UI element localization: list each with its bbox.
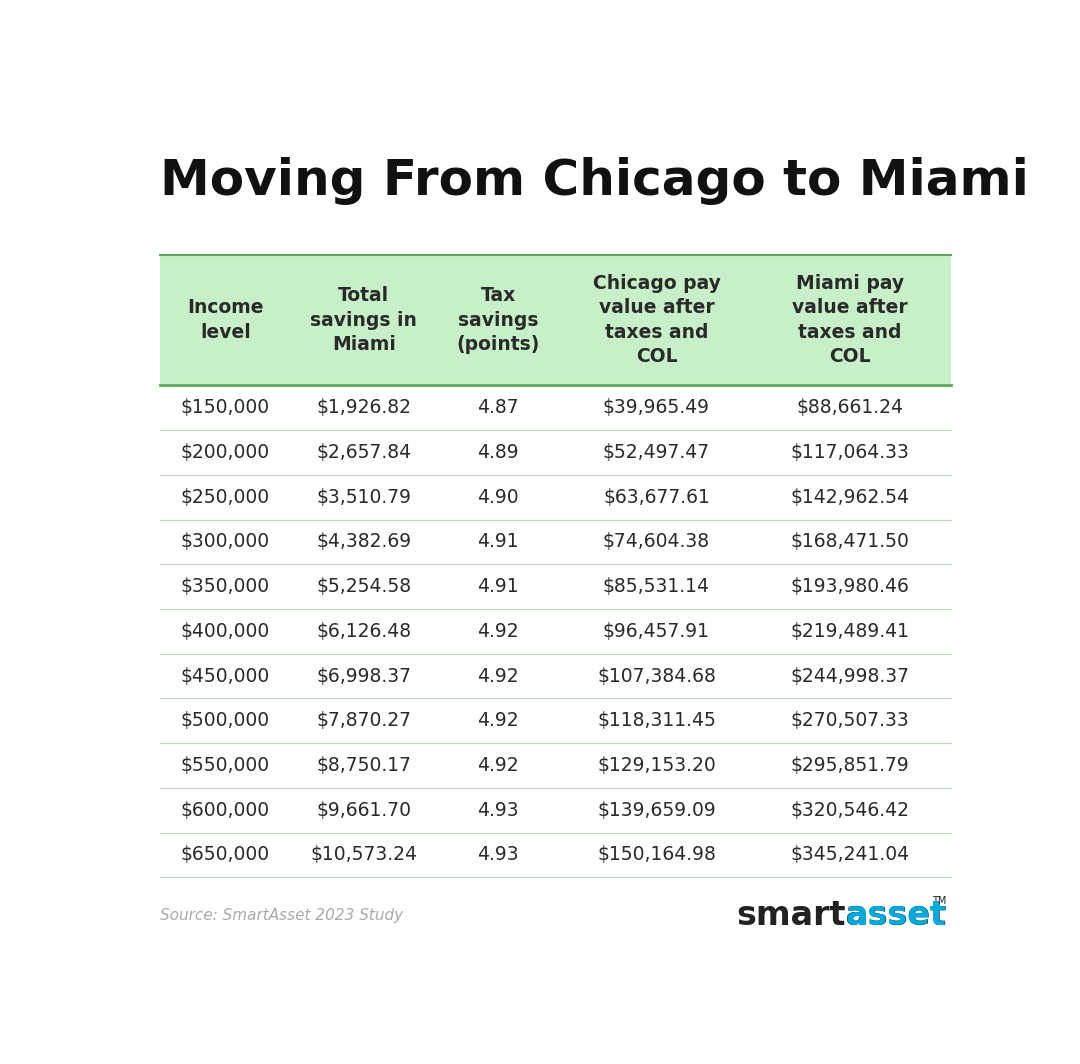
- Text: $219,489.41: $219,489.41: [791, 621, 909, 641]
- Text: $250,000: $250,000: [180, 487, 270, 506]
- Text: $193,980.46: $193,980.46: [791, 577, 909, 596]
- Text: $6,126.48: $6,126.48: [316, 621, 411, 641]
- Text: asset: asset: [846, 899, 947, 932]
- Text: $295,851.79: $295,851.79: [791, 757, 909, 775]
- Text: Moving From Chicago to Miami: Moving From Chicago to Miami: [160, 156, 1029, 205]
- Text: $350,000: $350,000: [180, 577, 270, 596]
- Text: 4.90: 4.90: [477, 487, 519, 506]
- Text: $345,241.04: $345,241.04: [791, 846, 909, 864]
- Text: $5,254.58: $5,254.58: [316, 577, 411, 596]
- Text: $450,000: $450,000: [180, 666, 270, 685]
- Text: $270,507.33: $270,507.33: [791, 712, 909, 730]
- Text: $150,000: $150,000: [180, 398, 270, 417]
- Bar: [160, 385, 951, 878]
- Text: $550,000: $550,000: [180, 757, 270, 775]
- Text: $4,382.69: $4,382.69: [316, 532, 411, 551]
- Text: $96,457.91: $96,457.91: [603, 621, 710, 641]
- Text: $400,000: $400,000: [180, 621, 270, 641]
- Bar: [160, 254, 951, 385]
- Text: Income
level: Income level: [187, 298, 264, 342]
- Text: 4.91: 4.91: [477, 577, 519, 596]
- Text: $300,000: $300,000: [180, 532, 270, 551]
- Text: Chicago pay
value after
taxes and
COL: Chicago pay value after taxes and COL: [593, 275, 720, 366]
- Text: $74,604.38: $74,604.38: [603, 532, 710, 551]
- Text: $88,661.24: $88,661.24: [797, 398, 904, 417]
- Text: $107,384.68: $107,384.68: [597, 666, 716, 685]
- Text: $500,000: $500,000: [180, 712, 270, 730]
- Text: 4.87: 4.87: [477, 398, 519, 417]
- Text: TM: TM: [932, 896, 947, 907]
- Text: Miami pay
value after
taxes and
COL: Miami pay value after taxes and COL: [793, 275, 908, 366]
- Text: $8,750.17: $8,750.17: [316, 757, 411, 775]
- Text: 4.93: 4.93: [477, 801, 519, 819]
- Text: $168,471.50: $168,471.50: [791, 532, 909, 551]
- Text: 4.91: 4.91: [477, 532, 519, 551]
- Text: $10,573.24: $10,573.24: [310, 846, 417, 864]
- Text: 4.93: 4.93: [477, 846, 519, 864]
- Text: $52,497.47: $52,497.47: [603, 443, 710, 462]
- Text: 4.92: 4.92: [477, 712, 519, 730]
- Text: $6,998.37: $6,998.37: [316, 666, 411, 685]
- Text: Total
savings in
Miami: Total savings in Miami: [310, 286, 417, 354]
- Text: Tax
savings
(points): Tax savings (points): [457, 286, 540, 354]
- Text: Source: SmartAsset 2023 Study: Source: SmartAsset 2023 Study: [160, 909, 403, 924]
- Text: $85,531.14: $85,531.14: [603, 577, 710, 596]
- Text: $650,000: $650,000: [180, 846, 270, 864]
- Text: $39,965.49: $39,965.49: [603, 398, 710, 417]
- Text: $142,962.54: $142,962.54: [791, 487, 909, 506]
- Text: $600,000: $600,000: [180, 801, 270, 819]
- Text: $139,659.09: $139,659.09: [597, 801, 716, 819]
- Text: $150,164.98: $150,164.98: [597, 846, 716, 864]
- Text: $118,311.45: $118,311.45: [597, 712, 716, 730]
- Text: 4.92: 4.92: [477, 666, 519, 685]
- Text: $9,661.70: $9,661.70: [316, 801, 411, 819]
- Text: $1,926.82: $1,926.82: [316, 398, 411, 417]
- Text: $129,153.20: $129,153.20: [597, 757, 716, 775]
- Text: $200,000: $200,000: [180, 443, 270, 462]
- Text: smartasset: smartasset: [737, 899, 947, 932]
- Text: $3,510.79: $3,510.79: [316, 487, 411, 506]
- Text: $117,064.33: $117,064.33: [791, 443, 909, 462]
- Text: 4.92: 4.92: [477, 757, 519, 775]
- Text: $63,677.61: $63,677.61: [603, 487, 710, 506]
- Text: $320,546.42: $320,546.42: [791, 801, 909, 819]
- Text: asset: asset: [846, 899, 947, 932]
- Text: 4.89: 4.89: [477, 443, 519, 462]
- Text: $2,657.84: $2,657.84: [316, 443, 411, 462]
- Text: $7,870.27: $7,870.27: [316, 712, 411, 730]
- Text: 4.92: 4.92: [477, 621, 519, 641]
- Text: $244,998.37: $244,998.37: [791, 666, 909, 685]
